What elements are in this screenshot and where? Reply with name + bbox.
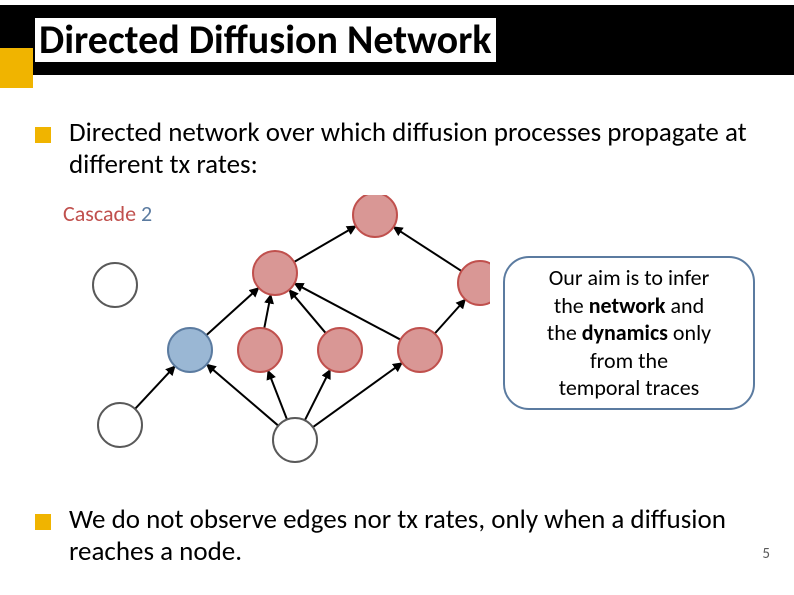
node-far_right [458,261,490,305]
node-bot_mid [273,418,317,462]
bullet-marker-icon [35,514,51,530]
bullet-1-text: Directed network over which diffusion pr… [69,117,755,182]
network-diagram [60,195,490,465]
edge [393,227,461,271]
bullet-1: Directed network over which diffusion pr… [35,117,755,182]
edge [435,299,466,333]
aim-callout: Our aim is to infer the network and the … [503,256,755,410]
edge [264,295,271,329]
edge [294,226,356,262]
aim-line3c: only [668,319,711,346]
aim-line4: from the [590,347,668,374]
node-mid_l_red [238,328,282,372]
aim-line2a: the [554,292,589,319]
aim-line1: Our aim is to infer [549,264,710,291]
node-top [353,195,397,237]
page-number: 5 [762,545,770,563]
edge [313,363,402,427]
edge [206,288,258,335]
aim-line3b: dynamics [582,319,668,346]
slide-title: Directed Diffusion Network [35,18,496,62]
edge [305,370,330,421]
node-mid_blue [168,328,212,372]
accent-block [0,48,33,88]
edge [207,364,279,425]
aim-line5: temporal traces [559,374,700,401]
node-mid_c_red [318,328,362,372]
aim-text: Our aim is to infer the network and the … [547,264,711,402]
node-far_left_u [93,263,137,307]
bullet-2: We do not observe edges nor tx rates, on… [35,504,755,569]
aim-line3a: the [547,319,582,346]
bullet-marker-icon [35,127,51,143]
bullet-2-text: We do not observe edges nor tx rates, on… [69,504,755,569]
edge [135,366,175,409]
edge [268,371,287,420]
node-mid_r_red [398,328,442,372]
aim-line2b: network [589,292,666,319]
node-bot_left [98,403,142,447]
aim-line2c: and [666,292,705,319]
node-upper_left [253,251,297,295]
